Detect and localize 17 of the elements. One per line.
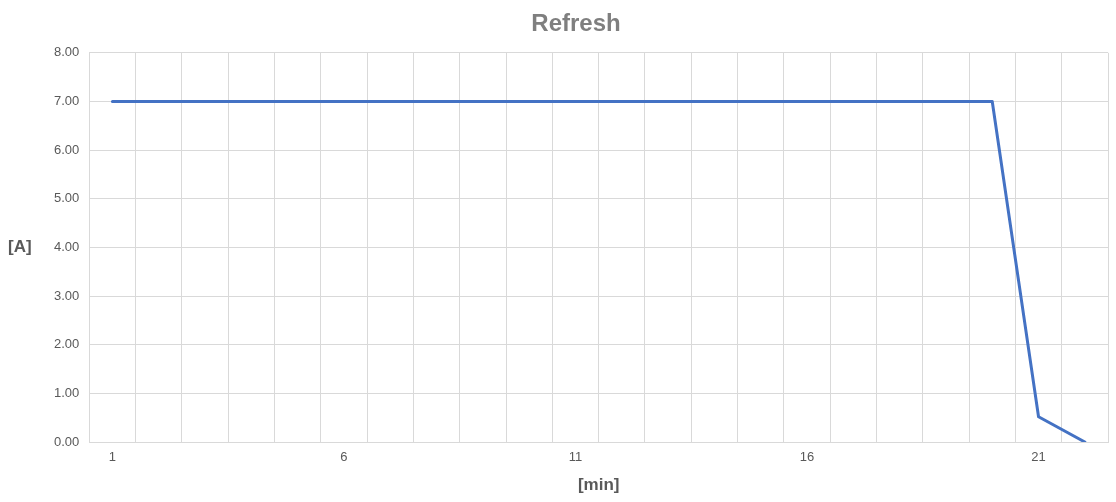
y-tick-label: 4.00 [53,238,80,254]
y-tick-label: 6.00 [53,141,80,157]
x-tick-label: 11 [568,449,583,465]
y-tick-label: 7.00 [53,93,80,109]
x-tick-label: 1 [108,449,117,465]
x-tick-label: 21 [1031,449,1046,465]
y-tick-label: 3.00 [53,287,80,303]
y-tick-label: 2.00 [53,336,80,352]
y-tick-label: 5.00 [53,190,80,206]
chart-title: Refresh [531,9,621,37]
y-axis-title: [A] [8,237,32,257]
x-axis-title: [min] [577,475,620,495]
y-tick-label: 0.00 [53,433,80,449]
y-tick-label: 1.00 [53,384,80,400]
x-tick-label: 6 [340,449,348,465]
x-tick-label: 16 [799,449,815,465]
y-tick-label: 8.00 [53,44,80,60]
